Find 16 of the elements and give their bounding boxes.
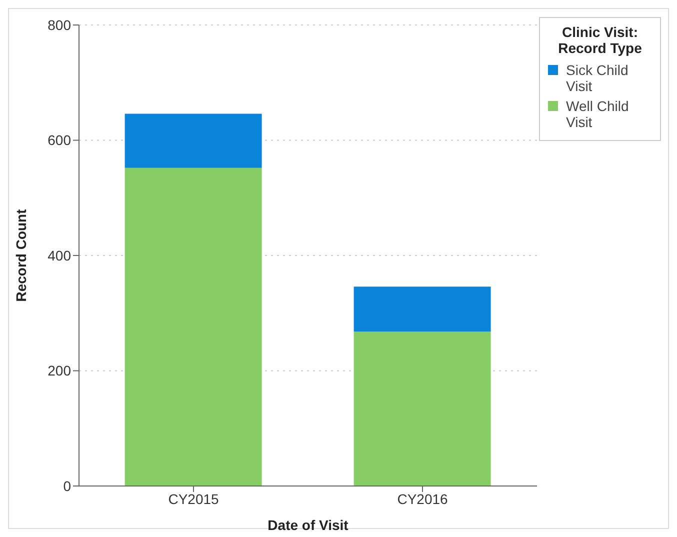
- bar: [124, 168, 262, 486]
- y-tick-label: 400: [48, 247, 72, 264]
- x-tick-label: CY2016: [397, 490, 448, 507]
- y-tick-label: 200: [48, 362, 72, 379]
- y-tick-label: 800: [48, 16, 72, 33]
- legend-label: Sick Child Visit: [566, 62, 630, 94]
- bar: [124, 114, 262, 168]
- y-tick-label: 0: [63, 478, 72, 494]
- legend-title: Clinic Visit: Record Type: [557, 24, 643, 56]
- bar: [354, 332, 491, 486]
- x-axis-title: Date of Visit: [268, 517, 349, 533]
- y-tick-label: 600: [48, 132, 72, 148]
- legend-label: Well Child Visit: [566, 98, 630, 130]
- x-tick-label: CY2015: [168, 490, 220, 507]
- y-axis-title: Record Count: [12, 208, 29, 302]
- bar: [354, 286, 491, 332]
